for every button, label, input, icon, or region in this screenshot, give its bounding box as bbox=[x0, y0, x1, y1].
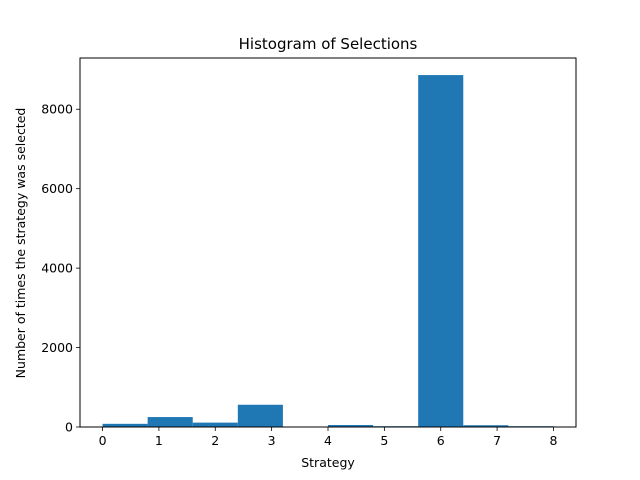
x-axis-label: Strategy bbox=[301, 455, 355, 470]
chart-title: Histogram of Selections bbox=[239, 35, 418, 53]
x-tick-label-2: 2 bbox=[211, 433, 219, 448]
plot-frame bbox=[79, 57, 577, 428]
histogram-bar-8 bbox=[463, 425, 509, 427]
y-tick-label-2: 4000 bbox=[41, 261, 73, 276]
x-tick-label-5: 5 bbox=[380, 433, 388, 448]
histogram-bar-5 bbox=[328, 425, 374, 427]
histogram-bar-2 bbox=[192, 422, 238, 427]
x-tick-label-8: 8 bbox=[549, 433, 557, 448]
x-ticks: 0 1 2 3 4 5 6 7 8 bbox=[99, 427, 557, 448]
histogram-bar-7 bbox=[418, 75, 464, 427]
y-tick-label-4: 8000 bbox=[41, 102, 73, 117]
x-tick-label-7: 7 bbox=[493, 433, 501, 448]
histogram-bar-3 bbox=[237, 404, 283, 427]
y-tick-label-3: 6000 bbox=[41, 181, 73, 196]
x-tick-label-6: 6 bbox=[437, 433, 445, 448]
x-tick-label-3: 3 bbox=[268, 433, 276, 448]
histogram-bar-0 bbox=[102, 423, 148, 427]
x-tick-label-1: 1 bbox=[155, 433, 163, 448]
x-tick-label-0: 0 bbox=[99, 433, 107, 448]
y-ticks: 0 2000 4000 6000 8000 bbox=[41, 102, 80, 435]
y-axis-label: Number of times the strategy was selecte… bbox=[13, 108, 28, 379]
bars-layer bbox=[102, 75, 554, 427]
x-tick-label-4: 4 bbox=[324, 433, 332, 448]
histogram-bar-1 bbox=[147, 417, 193, 427]
y-tick-label-0: 0 bbox=[65, 420, 73, 435]
y-tick-label-1: 2000 bbox=[41, 340, 73, 355]
